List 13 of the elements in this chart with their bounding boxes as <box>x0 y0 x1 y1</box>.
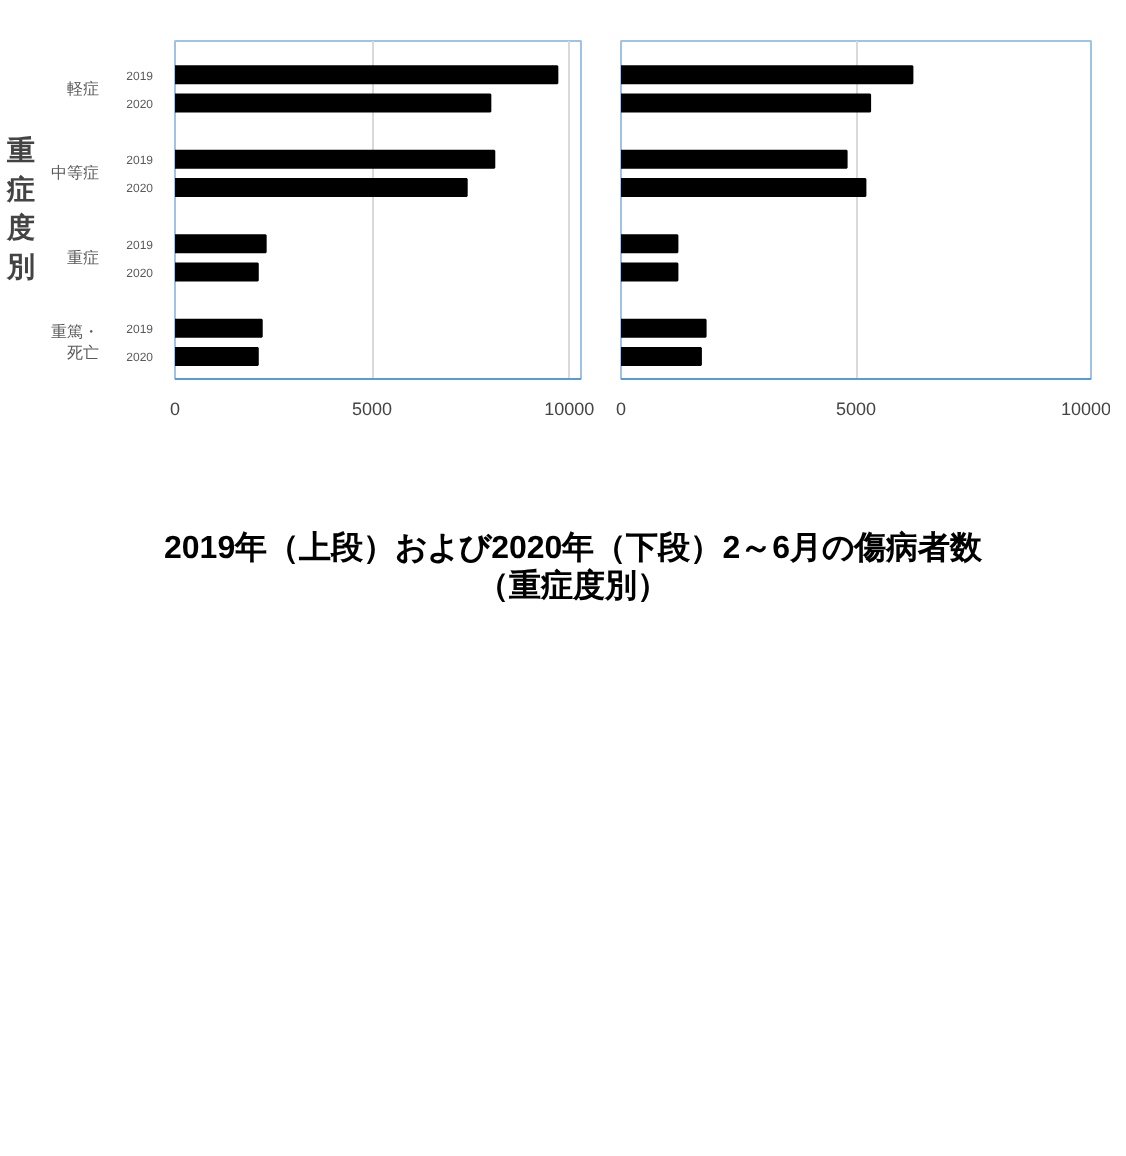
x-tick-label: 10000 <box>1060 399 1112 419</box>
text: 重篤・死亡 <box>51 322 99 363</box>
x-tick-label: 5000 <box>352 399 393 419</box>
y-axis-title: 重症度別 <box>5 136 35 284</box>
x-tick-label: 0 <box>169 399 181 419</box>
text: 中等症 <box>51 164 99 183</box>
x-tick-label: 10000 <box>544 399 595 419</box>
text: （重症度別） <box>475 568 671 607</box>
text: 2019年（上段）および2020年（下段）2～6月の傷病者数 <box>162 530 984 568</box>
text: 軽症 <box>67 79 99 98</box>
text: 重症 <box>67 248 99 267</box>
x-tick-label: 5000 <box>835 399 877 419</box>
x-tick-label: 0 <box>615 399 627 419</box>
